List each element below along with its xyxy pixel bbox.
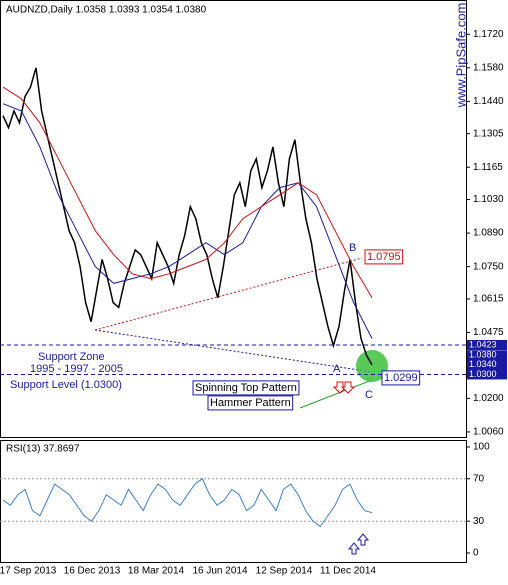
y-tick-label: 1.0890 [473, 228, 504, 239]
up-arrow [347, 542, 361, 555]
x-tick-label: 17 Sep 2013 [0, 566, 57, 577]
x-tick-label: 18 Mar 2014 [128, 566, 185, 577]
y-tick-label: 1.0200 [473, 393, 504, 404]
y-tick-label: 1.0475 [473, 327, 504, 338]
annotation-box [192, 380, 300, 396]
down-arrow [332, 381, 348, 394]
price-marker-label: 1.0300 [469, 369, 497, 379]
price-marker-label: 1.0340 [469, 359, 497, 369]
annotation-box [364, 249, 404, 265]
y-tick-label: 1.1030 [473, 194, 504, 205]
y-tick-label: 100 [473, 442, 490, 453]
annotation: 1995 - 1997 - 2005 [30, 363, 123, 375]
annotation: Spinning Top Pattern [195, 382, 297, 394]
x-tick-label: 16 Jun 2014 [192, 566, 247, 577]
y-tick-label: 1.1720 [473, 29, 504, 40]
price-marker-box [467, 369, 507, 380]
price-marker-label: 1.0423 [469, 339, 497, 349]
y-tick-label: 1.1580 [473, 62, 504, 73]
y-tick-label: 1.0750 [473, 261, 504, 272]
series-line [2, 67, 373, 366]
price-marker-box [467, 350, 507, 361]
y-tick-label: 1.0060 [473, 427, 504, 438]
watermark: www.PipSafe.com [453, 3, 468, 109]
annotation: B [349, 242, 356, 254]
header: AUDNZD,Daily 1.0358 1.0393 1.0354 1.0380 [6, 5, 207, 16]
y-tick-label: 1.0615 [473, 294, 504, 305]
y-tick-label: 1.1305 [473, 128, 504, 139]
annotation: 1.0299 [384, 372, 418, 384]
rsi-title: RSI(13) 37.8697 [6, 444, 80, 455]
y-tick-label: 1.1440 [473, 96, 504, 107]
support-trendline [94, 329, 373, 373]
y-tick-label: 30 [473, 516, 485, 527]
price-marker-box [467, 339, 507, 350]
green-trendline [299, 379, 373, 409]
price-marker-label: 1.0380 [469, 350, 497, 360]
y-tick-label: 1.1165 [473, 162, 503, 173]
annotation: Hammer Pattern [210, 397, 291, 409]
annotation-box [381, 370, 421, 386]
rsi-frame [0, 440, 467, 563]
y-tick-label: 70 [473, 473, 485, 484]
annotation: A [333, 363, 341, 375]
annotation: 1.0795 [367, 251, 401, 263]
x-tick-label: 16 Dec 2013 [64, 566, 121, 577]
x-tick-label: 11 Dec 2014 [320, 566, 376, 577]
y-tick-label: 0 [473, 548, 479, 559]
main-frame [0, 0, 467, 438]
up-arrow [356, 533, 370, 546]
series-line [2, 478, 373, 528]
annotation: C [365, 389, 373, 401]
annotation: Support Zone [38, 351, 105, 363]
price-marker-box [467, 359, 507, 370]
annotation-box [207, 395, 294, 411]
down-arrow [340, 381, 356, 394]
series-line [2, 103, 373, 339]
x-tick-label: 12 Sep 2014 [256, 566, 313, 577]
series-line [2, 86, 373, 299]
annotation: Support Level (1.0300) [10, 379, 122, 391]
